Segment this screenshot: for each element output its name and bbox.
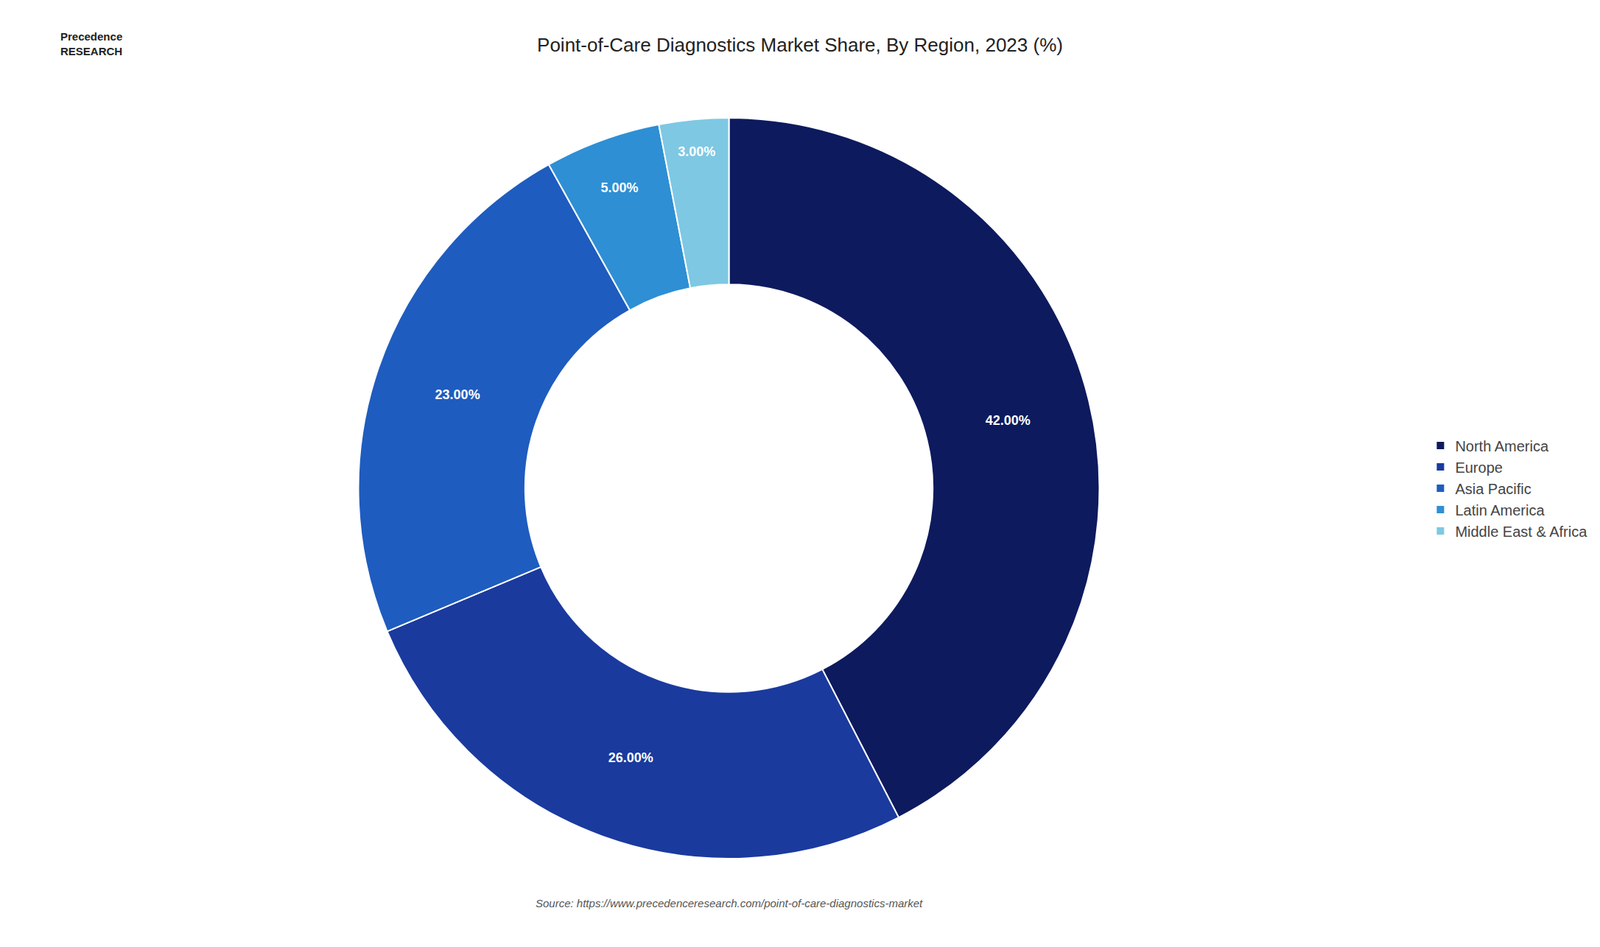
svg-text:26.00%: 26.00% xyxy=(608,750,654,766)
svg-text:Middle East & Africa: Middle East & Africa xyxy=(1454,523,1588,540)
svg-text:PrecedenceRESEARCH: PrecedenceRESEARCH xyxy=(60,30,123,58)
svg-text:3.00%: 3.00% xyxy=(677,144,716,160)
svg-text:Latin America: Latin America xyxy=(1454,502,1545,519)
svg-text:42.00%: 42.00% xyxy=(985,413,1031,428)
svg-text:North America: North America xyxy=(1454,438,1550,455)
svg-text:Source: https://www.precedence: Source: https://www.precedenceresearch.c… xyxy=(535,897,924,910)
svg-text:Europe: Europe xyxy=(1454,459,1503,476)
svg-text:23.00%: 23.00% xyxy=(435,387,481,403)
svg-text:5.00%: 5.00% xyxy=(600,180,638,196)
svg-text:Point-of-Care Diagnostics Mark: Point-of-Care Diagnostics Market Share, … xyxy=(537,33,1063,56)
svg-text:Asia Pacific: Asia Pacific xyxy=(1454,481,1531,498)
